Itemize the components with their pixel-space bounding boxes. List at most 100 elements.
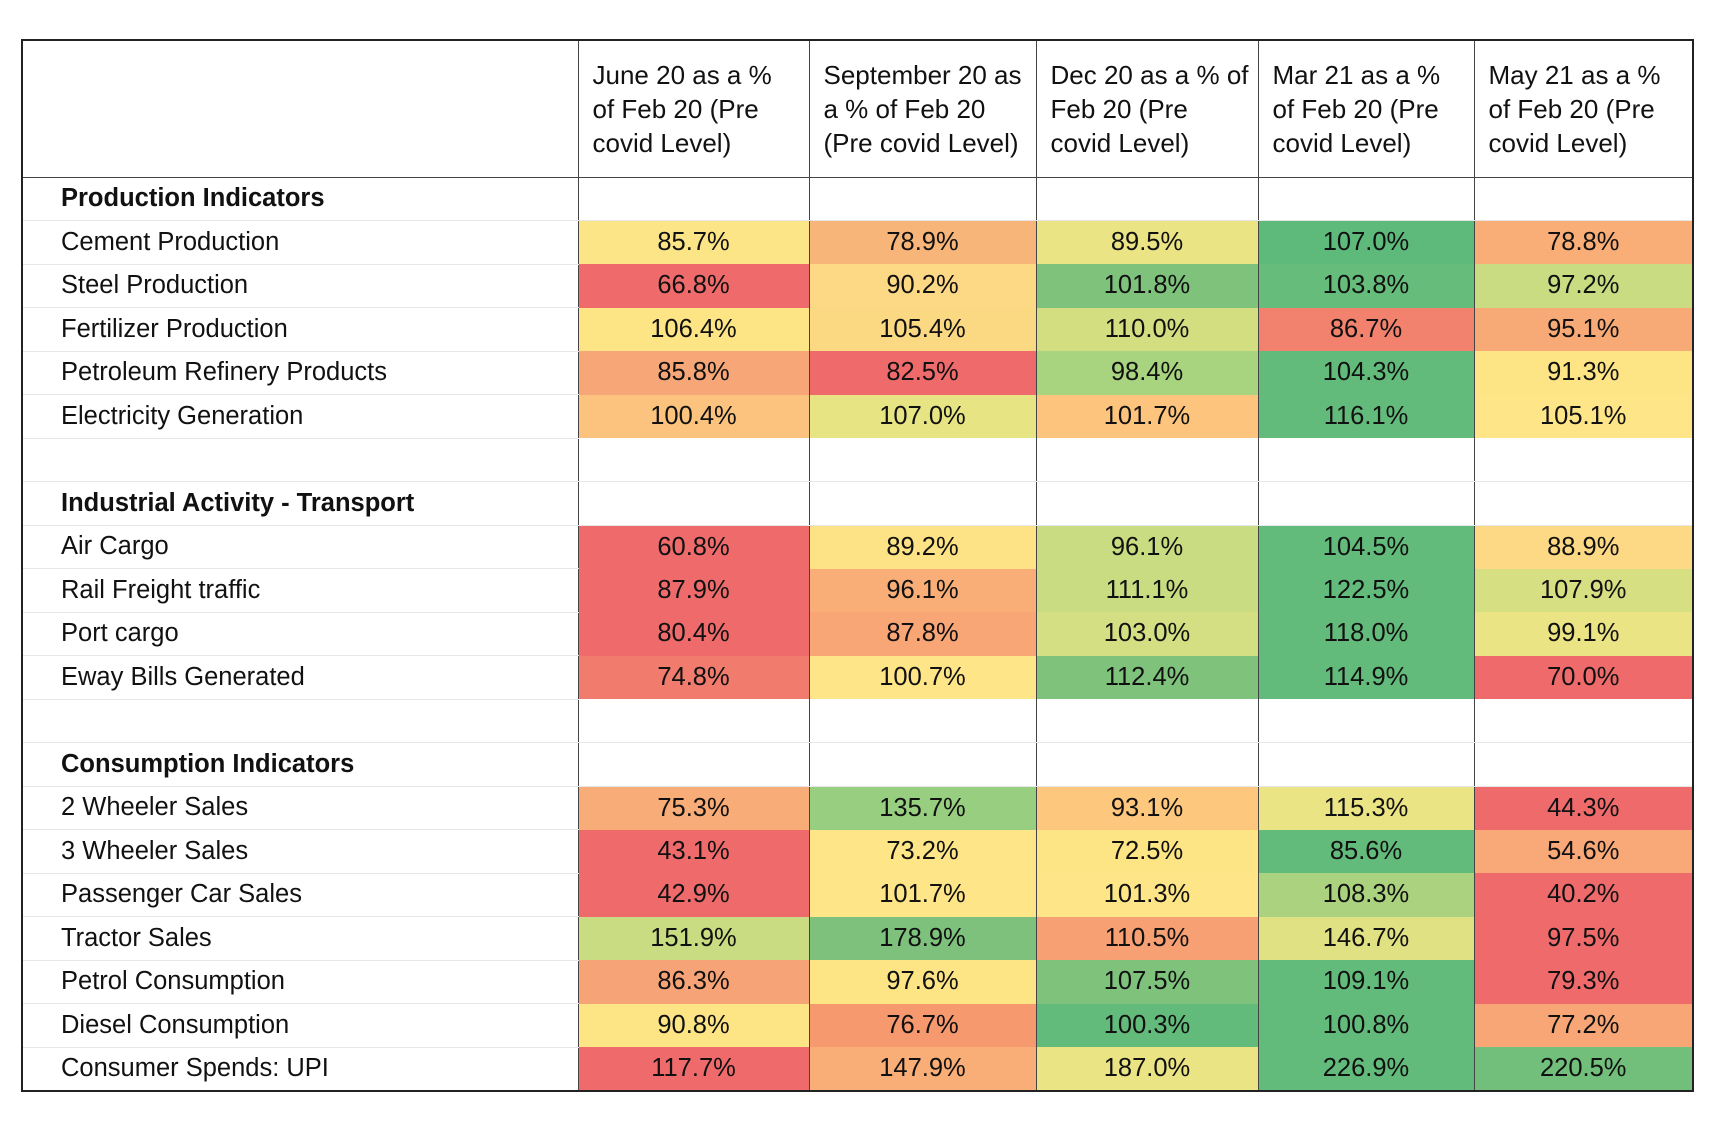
column-header: May 21 as a % of Feb 20 (Pre covid Level… [1473,40,1693,178]
heat-cell: 110.5% [1035,916,1258,960]
heat-cell: 122.5% [1257,568,1474,612]
spacer-row [22,699,1693,743]
heat-cell: 147.9% [808,1047,1036,1091]
heat-cell: 105.1% [1473,394,1693,438]
section-title: Consumption Indicators [22,742,578,787]
heat-cell: 110.0% [1035,307,1258,351]
heat-cell: 112.4% [1035,655,1258,699]
indicator-label: Tractor Sales [22,916,578,961]
indicator-label: Petroleum Refinery Products [22,351,578,395]
heat-cell: 88.9% [1473,525,1693,569]
heat-cell: 97.2% [1473,264,1693,308]
heat-cell: 115.3% [1257,786,1474,830]
indicator-label: Rail Freight traffic [22,568,578,613]
empty-cell [1473,699,1693,743]
indicator-row: Eway Bills Generated 74.8% 100.7% 112.4% 114… [22,655,1693,700]
heat-cell: 78.8% [1473,220,1693,264]
indicator-row: Air Cargo 60.8% 89.2% 96.1% 104.5% 88.9% [22,525,1693,569]
empty-cell [808,177,1036,221]
heat-cell: 100.7% [808,655,1036,699]
heat-cell: 70.0% [1473,655,1693,699]
heat-cell: 107.0% [808,394,1036,438]
spacer-row [22,438,1693,482]
heat-cell: 106.4% [577,307,809,351]
heat-cell: 66.8% [577,264,809,308]
indicator-row: 2 Wheeler Sales 75.3% 135.7% 93.1% 115.3% 44.… [22,786,1693,830]
heat-cell: 86.7% [1257,307,1474,351]
indicator-row: Passenger Car Sales 42.9% 101.7% 101.3% 108.… [22,873,1693,917]
heat-cell: 42.9% [577,873,809,917]
heat-cell: 100.4% [577,394,809,438]
empty-cell [1257,481,1474,526]
heat-cell: 77.2% [1473,1003,1693,1047]
indicator-label: Eway Bills Generated [22,655,578,700]
heat-cell: 85.6% [1257,829,1474,873]
empty-cell [1257,742,1474,787]
empty-cell [577,699,809,743]
empty-cell [1257,699,1474,743]
indicator-row: Cement Production 85.7% 78.9% 89.5% 107.0% 78… [22,220,1693,265]
column-header: June 20 as a % of Feb 20 (Pre covid Leve… [577,40,809,178]
indicator-label: Petrol Consumption [22,960,578,1004]
heat-cell: 107.5% [1035,960,1258,1004]
heat-cell: 54.6% [1473,829,1693,873]
empty-cell [1473,481,1693,526]
heat-cell: 87.8% [808,612,1036,656]
indicator-label: 3 Wheeler Sales [22,829,578,874]
heat-cell: 109.1% [1257,960,1474,1004]
heat-cell: 116.1% [1257,394,1474,438]
empty-cell [808,438,1036,482]
heat-cell: 44.3% [1473,786,1693,830]
indicator-label: Passenger Car Sales [22,873,578,917]
heat-cell: 80.4% [577,612,809,656]
empty-cell [1473,438,1693,482]
heat-cell: 118.0% [1257,612,1474,656]
heat-cell: 111.1% [1035,568,1258,612]
indicator-label: 2 Wheeler Sales [22,786,578,830]
heat-cell: 40.2% [1473,873,1693,917]
heat-cell: 75.3% [577,786,809,830]
heat-cell: 151.9% [577,916,809,960]
empty-cell [1035,481,1258,526]
indicator-row: Petroleum Refinery Products 85.8% 82.5% 98.… [22,351,1693,395]
empty-cell [22,699,578,743]
section-header-row: Consumption Indicators [22,742,1693,787]
heat-cell: 105.4% [808,307,1036,351]
empty-cell [808,699,1036,743]
heat-cell: 89.2% [808,525,1036,569]
heat-cell: 100.8% [1257,1003,1474,1047]
heat-cell: 85.8% [577,351,809,395]
empty-cell [577,438,809,482]
heat-cell: 74.8% [577,655,809,699]
heat-cell: 76.7% [808,1003,1036,1047]
header-corner-cell [22,40,578,178]
heat-cell: 107.9% [1473,568,1693,612]
heat-cell: 108.3% [1257,873,1474,917]
indicator-label: Cement Production [22,220,578,265]
heat-cell: 90.8% [577,1003,809,1047]
heat-cell: 101.7% [1035,394,1258,438]
indicator-label: Port cargo [22,612,578,656]
heat-cell: 101.8% [1035,264,1258,308]
heat-cell: 79.3% [1473,960,1693,1004]
heat-cell: 220.5% [1473,1047,1693,1091]
empty-cell [577,177,809,221]
heat-cell: 103.0% [1035,612,1258,656]
indicator-row: Port cargo 80.4% 87.8% 103.0% 118.0% 99.1% [22,612,1693,656]
heat-cell: 89.5% [1035,220,1258,264]
empty-cell [808,481,1036,526]
heat-cell: 95.1% [1473,307,1693,351]
heat-cell: 114.9% [1257,655,1474,699]
heat-cell: 85.7% [577,220,809,264]
heat-cell: 104.3% [1257,351,1474,395]
heat-cell: 96.1% [808,568,1036,612]
heat-cell: 135.7% [808,786,1036,830]
empty-cell [577,481,809,526]
heat-cell: 78.9% [808,220,1036,264]
heat-cell: 43.1% [577,829,809,873]
indicator-label: Electricity Generation [22,394,578,439]
header-row: June 20 as a % of Feb 20 (Pre covid Leve… [22,40,1693,178]
column-header: Dec 20 as a % of Feb 20 (Pre covid Level… [1035,40,1258,178]
heat-cell: 82.5% [808,351,1036,395]
empty-cell [1257,177,1474,221]
